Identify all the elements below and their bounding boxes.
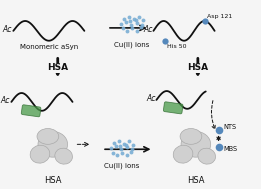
FancyBboxPatch shape [21,105,41,117]
Text: Cu(II) ions: Cu(II) ions [104,163,140,169]
Ellipse shape [173,145,193,163]
FancyBboxPatch shape [163,102,183,114]
Text: Cu(II) ions: Cu(II) ions [114,41,150,48]
Text: Ac: Ac [146,94,155,103]
Text: HSA: HSA [44,176,62,185]
Ellipse shape [38,132,68,157]
Text: HSA: HSA [187,63,209,72]
Text: Monomeric aSyn: Monomeric aSyn [20,44,78,50]
Text: MBS: MBS [223,146,238,152]
Text: HSA: HSA [187,176,205,185]
Ellipse shape [180,129,202,144]
Ellipse shape [181,132,211,157]
Ellipse shape [55,148,73,164]
Text: Ac: Ac [1,96,10,105]
Ellipse shape [30,145,50,163]
Text: NTS: NTS [223,124,237,130]
Text: Ac: Ac [3,25,12,34]
Text: Asp 121: Asp 121 [207,14,232,19]
Ellipse shape [37,129,59,144]
Text: Ac: Ac [143,25,152,34]
Text: HSA: HSA [47,63,68,72]
Text: His 50: His 50 [167,44,187,49]
Ellipse shape [198,148,216,164]
